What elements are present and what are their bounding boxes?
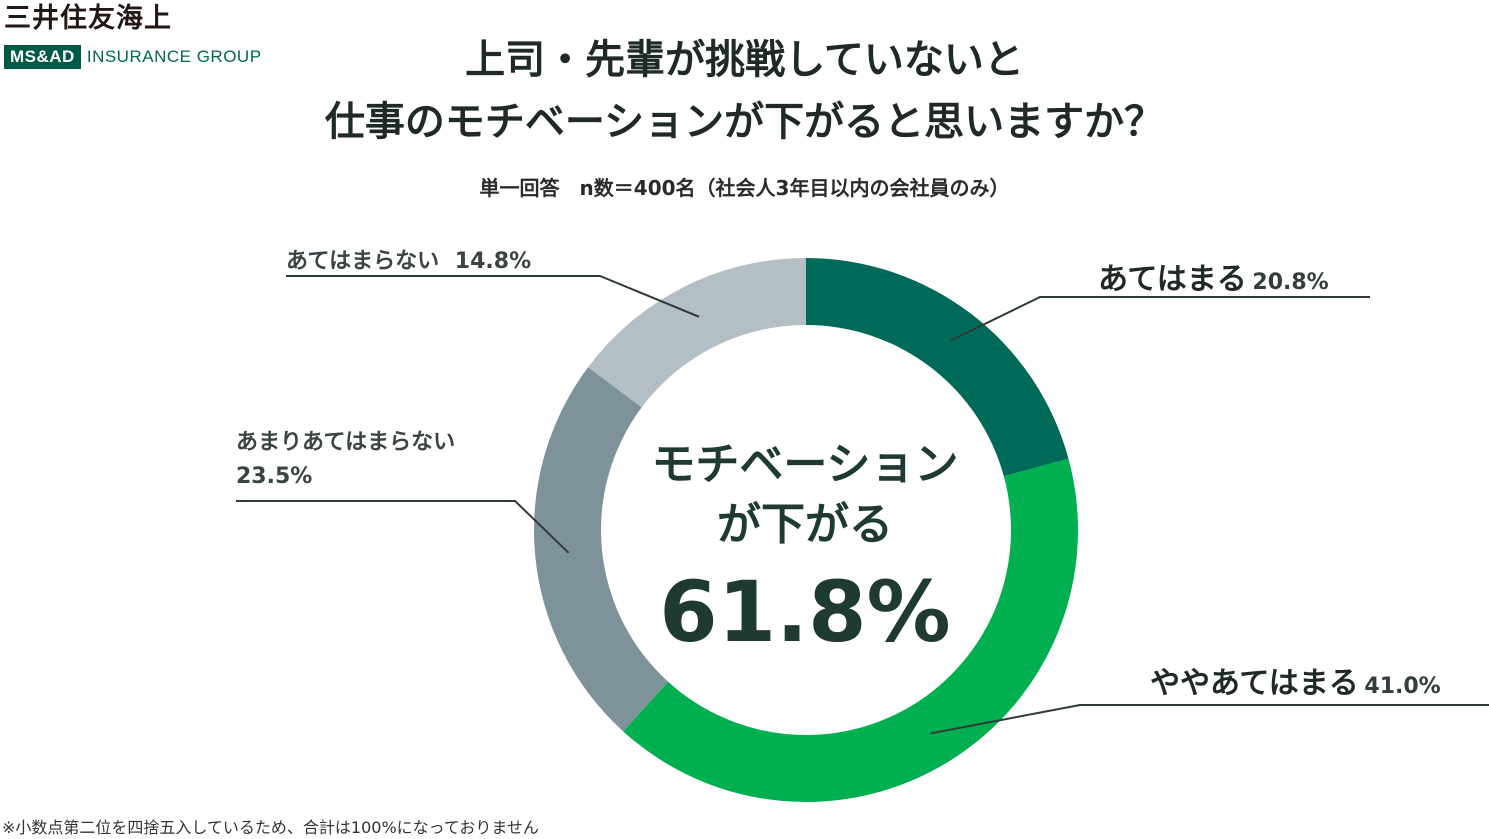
brand-group-text: INSURANCE GROUP — [86, 47, 262, 66]
title-line-1: 上司・先輩が挑戦していないと — [465, 37, 1024, 83]
brand-name: 三井住友海上 — [4, 3, 172, 34]
leader-line-1 — [930, 704, 1489, 735]
brand-logo: 三井住友海上 MS&AD INSURANCE GROUP — [4, 2, 262, 69]
title-line-2: 仕事のモチベーションが下がると思いますか？ — [324, 99, 1165, 145]
center-value: 61.8% — [659, 563, 951, 661]
donut-slice-0 — [806, 258, 1069, 477]
donut-slice-3 — [588, 258, 806, 408]
label-slice-1: ややあてはまる 41.0% — [1150, 658, 1441, 702]
subtitle: 単一回答 n数＝400名（社会人3年目以内の会社員のみ） — [479, 176, 1010, 200]
slice-1-value: 41.0% — [1364, 674, 1441, 699]
leader-line-3 — [286, 275, 700, 318]
label-slice-0: あてはまる 20.8% — [1098, 254, 1329, 298]
slice-2-label: あまりあてはまらない — [236, 430, 456, 455]
brand-group-box: MS&AD — [4, 45, 81, 69]
donut-slice-1 — [623, 458, 1078, 803]
label-slice-3: あてはまらない 14.8% — [286, 243, 531, 275]
center-text-line-2: が下がる — [717, 499, 893, 550]
center-text-line-1: モチベーション — [651, 439, 959, 490]
slice-3-label: あてはまらない — [286, 249, 440, 274]
donut-slice-2 — [533, 367, 669, 732]
slice-1-label: ややあてはまる — [1150, 666, 1359, 701]
slice-0-value: 20.8% — [1252, 270, 1329, 295]
brand-group: MS&AD INSURANCE GROUP — [4, 45, 262, 69]
label-slice-2: あまりあてはまらない 23.5% — [236, 426, 455, 494]
slice-0-label: あてはまる — [1098, 262, 1247, 297]
leader-line-0 — [950, 296, 1370, 342]
leader-line-2 — [236, 500, 570, 554]
footnote: ※小数点第二位を四捨五入しているため、合計は100%になっておりません — [2, 818, 539, 837]
slice-2-value: 23.5% — [236, 464, 313, 489]
slice-3-value: 14.8% — [454, 249, 532, 274]
